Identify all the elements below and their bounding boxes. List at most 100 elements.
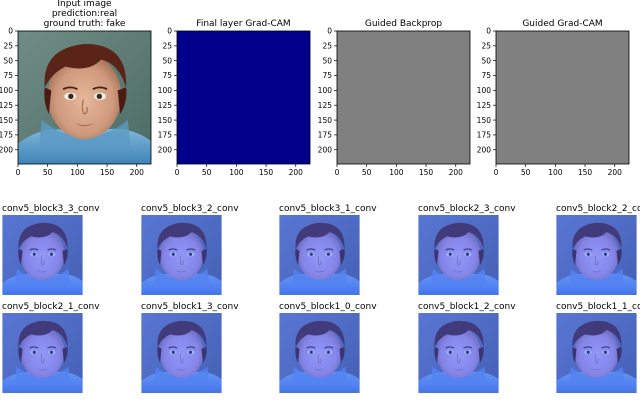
layer-grid: conv5_block3_3_conv conv5_block3_2_conv co… (2, 204, 640, 393)
y-tick-label: 150 (318, 116, 333, 125)
y-tick-label: 100 (0, 86, 13, 95)
layer-cell: conv5_block2_3_conv (418, 204, 516, 295)
y-tick-label: 25 (3, 42, 13, 51)
x-tick-label: 0 (16, 168, 21, 177)
x-tick-label: 200 (449, 168, 464, 177)
x-tick-label: 0 (494, 168, 499, 177)
y-tick-label: 25 (481, 42, 491, 51)
y-tick-label: 200 (318, 145, 333, 154)
y-tick-label: 75 (322, 71, 332, 80)
heatmap-fill (177, 31, 310, 164)
heatmap-fill (337, 31, 470, 164)
y-tick-label: 175 (158, 131, 173, 140)
y-tick-label: 150 (0, 116, 13, 125)
overlay-tint (279, 313, 360, 393)
x-tick-label: 50 (202, 168, 212, 177)
layer-cell: conv5_block1_2_conv (418, 302, 516, 393)
y-tick-label: 25 (322, 42, 332, 51)
layer-cell: conv5_block2_2_conv (556, 204, 640, 295)
axes-frame (336, 30, 471, 165)
layer-title: conv5_block1_2_conv (418, 302, 516, 312)
y-tick-label: 150 (158, 116, 173, 125)
x-tick-label: 100 (70, 168, 85, 177)
x-tick-label: 50 (521, 168, 531, 177)
y-tick-label: 50 (3, 56, 13, 65)
layer-title: conv5_block3_1_conv (279, 204, 377, 214)
y-tick-label: 25 (162, 42, 172, 51)
overlay-tint (418, 313, 499, 393)
axes-frame (495, 30, 630, 165)
overlay-tint (418, 215, 499, 295)
y-tick-label: 0 (8, 27, 13, 36)
layer-title: conv5_block1_0_conv (279, 302, 377, 312)
panel-3: Guided Backprop 0 50 100 150 200 0 25 50 75 100 125… (318, 19, 471, 177)
y-tick-label: 75 (162, 71, 172, 80)
y-tick-label: 75 (481, 71, 491, 80)
y-tick-label: 200 (158, 145, 173, 154)
overlay-tint (141, 215, 222, 295)
y-tick-label: 125 (318, 101, 333, 110)
layer-title: conv5_block1_1_conv (556, 302, 640, 312)
y-tick-label: 175 (318, 131, 333, 140)
y-tick-label: 50 (481, 56, 491, 65)
layer-title: conv5_block3_3_conv (2, 204, 100, 214)
layer-cell: conv5_block2_1_conv (2, 302, 100, 393)
layer-title: conv5_block2_2_conv (556, 204, 640, 214)
y-tick-label: 100 (158, 86, 173, 95)
layer-cell: conv5_block1_1_conv (556, 302, 640, 393)
input-face-image (18, 31, 151, 164)
x-tick-label: 0 (175, 168, 180, 177)
overlay-tint (2, 215, 83, 295)
panel-title-line: Guided Backprop (365, 19, 443, 29)
layer-cell: conv5_block1_3_conv (141, 302, 239, 393)
panel-title-line: prediction:real (52, 9, 117, 19)
overlay-tint (556, 313, 637, 393)
x-tick-label: 150 (100, 168, 115, 177)
y-tick-label: 200 (0, 145, 13, 154)
layer-title: conv5_block2_3_conv (418, 204, 516, 214)
axes-frame (176, 30, 311, 165)
y-tick-label: 100 (318, 86, 333, 95)
x-tick-label: 50 (362, 168, 372, 177)
y-tick-label: 75 (3, 71, 13, 80)
x-tick-label: 100 (229, 168, 244, 177)
x-tick-label: 100 (389, 168, 404, 177)
y-tick-label: 125 (477, 101, 492, 110)
panel-title-line: Input image (57, 0, 112, 9)
y-tick-label: 150 (477, 116, 492, 125)
y-tick-label: 125 (158, 101, 173, 110)
x-tick-label: 150 (419, 168, 434, 177)
y-tick-label: 200 (477, 145, 492, 154)
x-tick-label: 150 (578, 168, 593, 177)
panel-title-line: ground truth: fake (44, 19, 126, 29)
overlay-tint (141, 313, 222, 393)
y-tick-label: 0 (167, 27, 172, 36)
layer-title: conv5_block3_2_conv (141, 204, 239, 214)
panel-4: Guided Grad-CAM 0 50 100 150 200 0 25 50 75 100 125… (477, 19, 630, 177)
panel-title-line: Guided Grad-CAM (522, 19, 602, 29)
layer-cell: conv5_block1_0_conv (279, 302, 377, 393)
x-tick-label: 0 (335, 168, 340, 177)
layer-title: conv5_block2_1_conv (2, 302, 100, 312)
x-tick-label: 200 (130, 168, 145, 177)
panel-2: Final layer Grad-CAM 0 50 100 150 200 0 25 50 75 1… (158, 19, 311, 177)
heatmap-fill (496, 31, 629, 164)
x-tick-label: 100 (548, 168, 563, 177)
x-tick-label: 200 (608, 168, 623, 177)
layer-cell: conv5_block3_2_conv (141, 204, 239, 295)
y-tick-label: 175 (477, 131, 492, 140)
y-tick-label: 100 (477, 86, 492, 95)
x-tick-label: 150 (259, 168, 274, 177)
y-tick-label: 175 (0, 131, 13, 140)
overlay-tint (556, 215, 637, 295)
x-tick-label: 50 (43, 168, 53, 177)
layer-cell: conv5_block3_1_conv (279, 204, 377, 295)
x-tick-label: 200 (289, 168, 304, 177)
y-tick-label: 0 (486, 27, 491, 36)
y-tick-label: 50 (322, 56, 332, 65)
axes-frame (17, 30, 152, 165)
panel-title-line: Final layer Grad-CAM (196, 19, 290, 29)
